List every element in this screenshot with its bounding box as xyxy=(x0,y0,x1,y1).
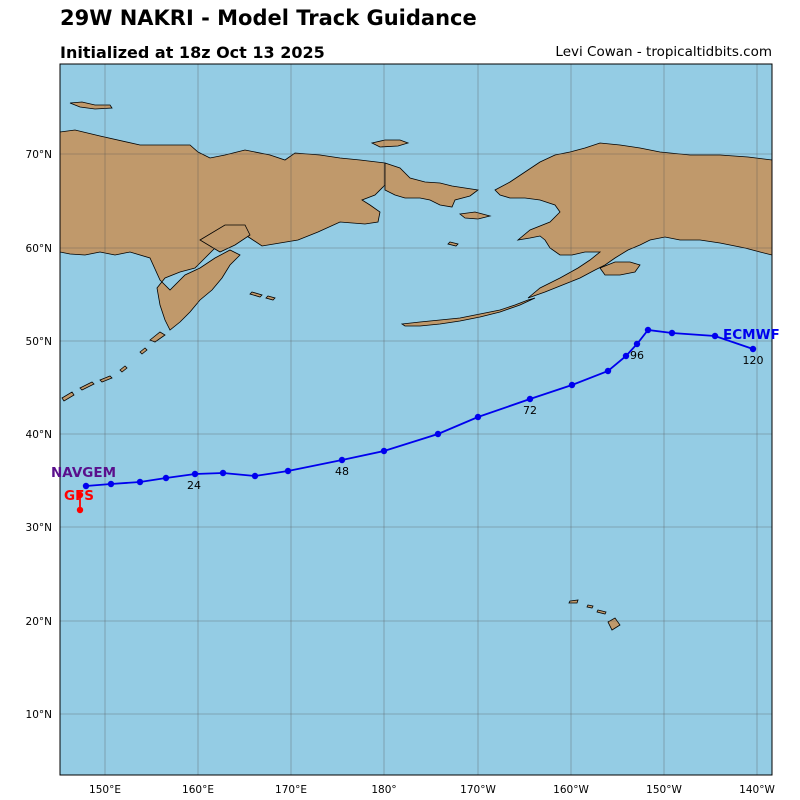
lon-label: 160°E xyxy=(182,784,214,796)
lat-label: 40°N xyxy=(26,429,52,441)
graticule xyxy=(60,64,772,775)
hour-label: 120 xyxy=(743,354,764,367)
ecmwf-point xyxy=(251,472,259,480)
land-kamchatka-neck xyxy=(199,224,251,253)
land-masses xyxy=(60,101,772,631)
lon-label: 180° xyxy=(371,784,396,796)
ecmwf-point xyxy=(644,326,652,334)
ecmwf-point xyxy=(219,469,227,477)
ecmwf-point xyxy=(668,329,676,337)
lon-label: 160°W xyxy=(553,784,589,796)
map-frame xyxy=(59,63,773,776)
model-tracks xyxy=(76,326,757,514)
ecmwf-point xyxy=(380,447,388,455)
gfs-point xyxy=(76,506,84,514)
lat-label: 60°N xyxy=(26,243,52,255)
lat-label: 10°N xyxy=(26,709,52,721)
ecmwf-point xyxy=(82,482,90,490)
model-label-ecmwf: ECMWF xyxy=(723,327,780,343)
credit-text: Levi Cowan - tropicaltidbits.com xyxy=(555,44,772,60)
ecmwf-point xyxy=(284,467,292,475)
map-subtitle: Initialized at 18z Oct 13 2025 xyxy=(60,43,325,62)
lat-label: 50°N xyxy=(26,336,52,348)
ecmwf-point xyxy=(633,340,641,348)
hour-label: 96 xyxy=(630,349,644,362)
lon-label: 150°W xyxy=(646,784,682,796)
ecmwf-point xyxy=(474,413,482,421)
hour-labels: 24 48 72 96 120 xyxy=(187,349,764,492)
land-chukotka xyxy=(384,162,480,208)
lon-label: 170°E xyxy=(275,784,307,796)
map-title: 29W NAKRI - Model Track Guidance xyxy=(60,6,477,30)
ecmwf-point xyxy=(604,367,612,375)
land-commander-islands xyxy=(249,291,276,301)
model-label-gfs: GFS xyxy=(64,488,94,504)
land-new-siberian-islands xyxy=(69,101,113,110)
track-ecmwf-points xyxy=(82,326,757,490)
land-pribilof xyxy=(447,241,459,247)
ecmwf-point xyxy=(162,474,170,482)
land-aleutian-islands xyxy=(400,297,536,327)
land-hawaii xyxy=(568,599,621,631)
axis-ticks: 150°E 160°E 170°E 180° 170°W 160°W 150°W… xyxy=(26,149,776,796)
ecmwf-point xyxy=(711,332,719,340)
hour-label: 72 xyxy=(523,404,537,417)
land-alaska xyxy=(494,142,772,299)
ecmwf-point xyxy=(526,395,534,403)
ecmwf-point xyxy=(191,470,199,478)
ecmwf-point xyxy=(136,478,144,486)
land-st-lawrence xyxy=(459,211,492,220)
hour-label: 24 xyxy=(187,479,201,492)
lon-label: 170°W xyxy=(460,784,496,796)
ecmwf-point xyxy=(434,430,442,438)
lat-label: 20°N xyxy=(26,616,52,628)
land-wrangel-island xyxy=(370,139,410,148)
ecmwf-point xyxy=(338,456,346,464)
lat-label: 30°N xyxy=(26,522,52,534)
land-kuril-islands xyxy=(61,331,166,402)
ecmwf-point xyxy=(568,381,576,389)
gfs-point xyxy=(76,491,84,499)
ecmwf-point xyxy=(107,480,115,488)
model-label-navgem: NAVGEM xyxy=(51,465,116,481)
ecmwf-point xyxy=(749,345,757,353)
lat-label: 70°N xyxy=(26,149,52,161)
ecmwf-point xyxy=(622,352,630,360)
lon-label: 150°E xyxy=(89,784,121,796)
lon-label: 140°W xyxy=(739,784,775,796)
land-alaska-peninsula-islands xyxy=(599,261,641,276)
hour-label: 48 xyxy=(335,465,349,478)
